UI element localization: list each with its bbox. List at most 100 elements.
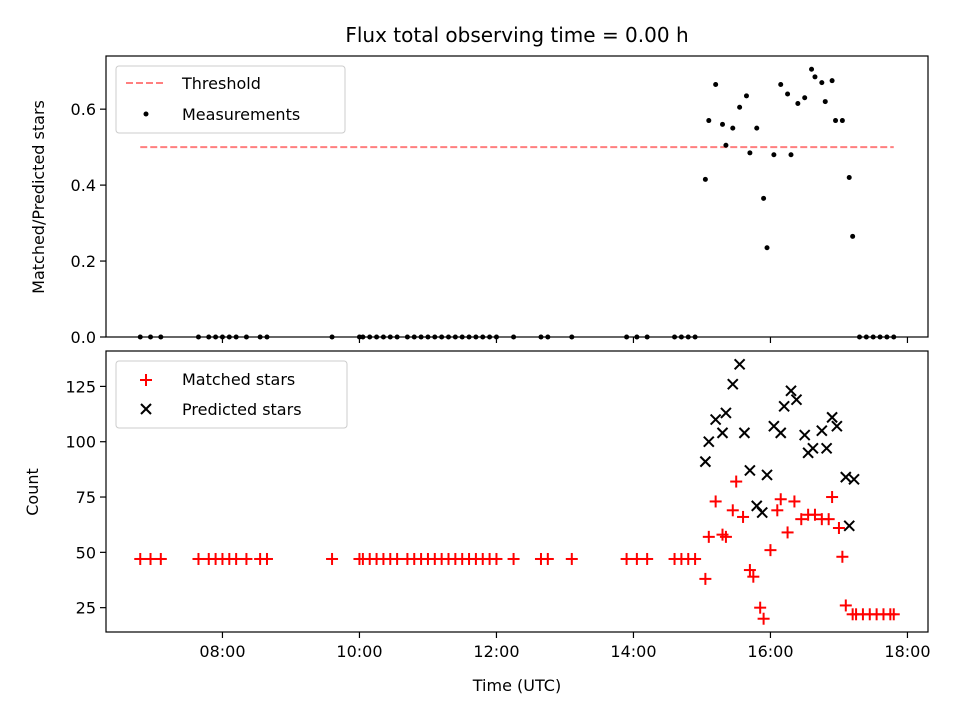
measurements-point [737, 104, 743, 110]
matched-stars-point [826, 491, 839, 504]
bottom-y-tick-label: 50 [76, 543, 96, 562]
bottom-x-tick-label: 14:00 [610, 642, 656, 661]
bottom-y-tick-label: 125 [65, 377, 96, 396]
predicted-stars-point [699, 455, 712, 468]
matched-stars-point [620, 552, 633, 565]
top-y-tick-label: 0.0 [71, 328, 96, 347]
matched-stars-point [719, 530, 732, 543]
matched-stars-point [134, 552, 147, 565]
matched-stars-point [781, 526, 794, 539]
bottom-x-tick-label: 12:00 [473, 642, 519, 661]
top-y-tick-label: 0.4 [71, 176, 96, 195]
matched-stars-point [699, 572, 712, 585]
measurements-point [833, 118, 839, 124]
matched-stars-point [757, 612, 770, 625]
measurements-point [850, 233, 856, 239]
predicted-stars-point [826, 411, 838, 424]
matched-stars-point [771, 504, 784, 517]
measurements-point [785, 91, 791, 97]
matched-stars-point [887, 608, 900, 621]
predicted-stars-point [761, 469, 773, 481]
measurements-point [812, 74, 818, 80]
bottom-chart-plot-area [134, 358, 900, 625]
predicted-stars-point [831, 420, 843, 432]
predicted-stars-point [738, 427, 751, 439]
bottom-chart-y-ticks: 25 50 75 100 125 [65, 377, 106, 618]
matched-stars-point [795, 513, 808, 526]
matched-stars-point [260, 552, 273, 565]
predicted-stars-point [756, 506, 768, 519]
matched-stars-point [822, 513, 835, 526]
matched-stars-point [832, 522, 845, 535]
legend-measurements-label: Measurements [182, 105, 300, 124]
matched-stars-point [836, 550, 849, 563]
matched-stars-point [808, 508, 821, 521]
matched-stars-point [839, 599, 852, 612]
matched-stars-point [565, 552, 578, 565]
top-chart-frame [105, 55, 929, 338]
predicted-stars-point [820, 442, 833, 455]
matched-stars-point [737, 510, 750, 523]
measurements-point [778, 81, 784, 87]
top-y-tick-label: 0.6 [71, 100, 96, 119]
legend-threshold-label: Threshold [181, 74, 261, 93]
top-y-tick-label: 0.2 [71, 252, 96, 271]
measurements-point [747, 150, 753, 156]
measurements-point [829, 78, 835, 84]
predicted-stars-point [840, 471, 852, 483]
top-chart-legend: Threshold Measurements [115, 65, 346, 134]
matched-stars-point [230, 552, 243, 565]
matched-stars-point [641, 552, 654, 565]
predicted-stars-point [733, 358, 746, 370]
bottom-chart-x-axis-label: Time (UTC) [472, 676, 561, 695]
predicted-stars-point [798, 429, 811, 441]
predicted-stars-point [843, 520, 855, 532]
matched-stars-point [747, 570, 760, 583]
measurements-point [713, 81, 719, 87]
top-chart: 0.0 0.2 0.4 0.6 Matched/Predicted stars Thr… [29, 55, 929, 347]
measurements-point [730, 125, 736, 131]
predicted-stars-point [709, 413, 722, 426]
matched-stars-point [144, 552, 157, 565]
predicted-stars-point [816, 424, 828, 437]
predicted-stars-point [790, 393, 803, 406]
matched-stars-point [689, 552, 702, 565]
measurements-point [706, 118, 712, 124]
measurements-point [846, 175, 852, 181]
bottom-chart-y-axis-label: Count [23, 468, 42, 516]
measurements-point [743, 93, 749, 99]
measurements-point [723, 142, 729, 148]
top-chart-y-axis-label: Matched/Predicted stars [29, 100, 48, 294]
measurements-point [761, 195, 767, 201]
matched-stars-point [774, 493, 787, 506]
matched-stars-point [764, 544, 777, 557]
legend-predicted-label: Predicted stars [182, 400, 302, 419]
bottom-chart-x-ticks: 08:00 10:00 12:00 14:00 16:00 18:00 [199, 632, 931, 661]
predicted-stars-point [778, 400, 790, 413]
bottom-y-tick-label: 75 [76, 488, 96, 507]
matched-stars-point [541, 552, 554, 565]
matched-stars-point [754, 601, 767, 614]
predicted-stars-point [703, 436, 715, 448]
legend-matched-label: Matched stars [182, 370, 295, 389]
matched-stars-point [240, 552, 253, 565]
measurements-point [822, 99, 828, 105]
bottom-y-tick-label: 100 [65, 433, 96, 452]
measurements-point [788, 152, 794, 158]
measurements-point [764, 245, 770, 251]
bottom-y-tick-label: 25 [76, 599, 96, 618]
matched-stars-point [709, 495, 722, 508]
bottom-chart-frame [105, 350, 929, 633]
matched-stars-point [391, 552, 404, 565]
predicted-stars-point [848, 473, 860, 486]
predicted-stars-point [727, 378, 739, 390]
matched-stars-point [192, 552, 205, 565]
predicted-stars-point [775, 427, 787, 439]
matched-stars-point [730, 475, 743, 488]
top-chart-y-ticks: 0.0 0.2 0.4 0.6 [71, 100, 106, 347]
measurements-point [839, 118, 845, 124]
bottom-legend-box [115, 360, 348, 429]
predicted-stars-point [744, 464, 756, 477]
predicted-stars-point [807, 442, 819, 455]
bottom-x-tick-label: 16:00 [747, 642, 793, 661]
